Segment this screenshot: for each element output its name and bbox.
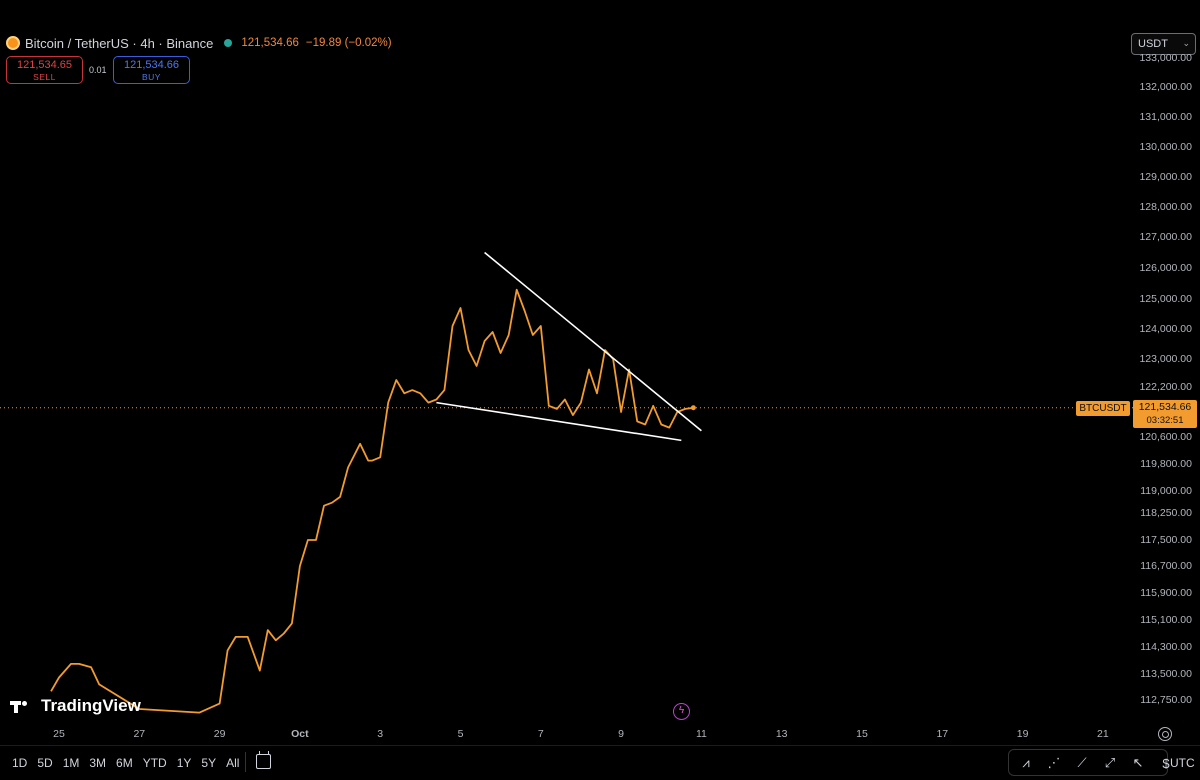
price-tick-label: 120,600.00 [1139, 431, 1192, 443]
fib-tool-icon[interactable]: ⋰ [1047, 755, 1061, 770]
lower-trendline[interactable] [436, 401, 682, 442]
market-open-icon [224, 39, 233, 47]
price-tick-label: 112,750.00 [1140, 694, 1192, 706]
time-tick-label: 29 [213, 728, 226, 740]
range-button-ytd[interactable]: YTD [142, 756, 167, 770]
gear-icon[interactable] [1158, 727, 1172, 741]
toolbar-divider [245, 752, 246, 772]
current-price-value: 121,534.66 [1138, 401, 1192, 413]
price-tick-label: 125,000.00 [1139, 293, 1192, 305]
bitcoin-icon [6, 36, 20, 50]
time-tick-label: 7 [537, 728, 544, 740]
price-tick-label: 124,000.00 [1139, 323, 1192, 335]
price-range-tool-icon[interactable]: $ [1162, 755, 1170, 771]
drawing-tools: ⩘ ⋰ ⟋ ⤢ ↖ $ [1012, 750, 1180, 776]
bottom-toolbar: 1D 5D 1M 3M 6M YTD 1Y 5Y All ⩘ ⋰ ⟋ ⤢ ↖ $ UTC [0, 745, 1200, 780]
range-button-all[interactable]: All [226, 756, 240, 770]
price-tick-label: 122,200.00 [1139, 381, 1192, 393]
range-button-1d[interactable]: 1D [12, 756, 28, 770]
range-button-3m[interactable]: 3M [89, 756, 107, 770]
price-change: −19.89 (−0.02%) [305, 37, 392, 49]
time-tick-label: 19 [1016, 728, 1029, 740]
price-tick-label: 132,000.00 [1139, 81, 1192, 93]
time-tick-label: 3 [377, 728, 384, 740]
sell-button[interactable]: 121,534.65 SELL [6, 56, 83, 84]
price-tick-label: 131,000.00 [1139, 111, 1192, 123]
current-price-label: 121,534.66 03:32:51 [1133, 400, 1197, 428]
range-button-6m[interactable]: 6M [116, 756, 133, 770]
price-tick-label: 113,500.00 [1140, 668, 1192, 680]
price-tick-label: 128,000.00 [1139, 201, 1192, 213]
price-tick-label: 119,000.00 [1140, 485, 1192, 497]
tradingview-logo-icon [10, 699, 36, 713]
symbol-header: Bitcoin / TetherUS · 4h · Binance 121,53… [6, 34, 392, 52]
time-axis[interactable]: 25 27 29 Oct 3 5 7 9 11 13 15 17 19 21 [0, 726, 1133, 742]
time-tick-label: 27 [133, 728, 146, 740]
price-tick-label: 130,000.00 [1139, 141, 1192, 153]
cursor-tool-icon[interactable]: ↖ [1132, 755, 1144, 770]
upper-trendline[interactable] [484, 251, 702, 432]
time-tick-label: 9 [618, 728, 625, 740]
currency-select[interactable]: USDT ⌄ [1131, 33, 1196, 55]
time-tick-label: 15 [856, 728, 868, 740]
buy-price: 121,534.66 [123, 59, 180, 71]
ray-tool-icon[interactable]: ⤢ [1104, 755, 1116, 770]
currency-value: USDT [1138, 38, 1168, 50]
symbol-price-label: BTCUSDT [1076, 401, 1130, 416]
price-tick-label: 127,000.00 [1139, 231, 1192, 243]
sell-price: 121,534.65 [16, 59, 73, 71]
time-tick-label: 17 [936, 728, 949, 740]
price-chart[interactable] [0, 0, 1133, 726]
range-button-5y[interactable]: 5Y [201, 756, 217, 770]
time-tick-label: 11 [695, 728, 707, 740]
lightning-icon[interactable]: ϟ [673, 703, 690, 720]
time-tick-label: 13 [775, 728, 788, 740]
symbol-title[interactable]: Bitcoin / TetherUS · 4h · Binance [25, 35, 214, 51]
price-tick-label: 115,900.00 [1140, 587, 1192, 599]
tradingview-logo: TradingView [10, 696, 141, 716]
range-button-1y[interactable]: 1Y [176, 756, 192, 770]
price-tick-label: 119,800.00 [1140, 458, 1192, 470]
price-tick-label: 118,250.00 [1140, 507, 1192, 519]
calendar-goto-icon[interactable] [256, 751, 271, 769]
price-tick-label: 114,300.00 [1140, 641, 1192, 653]
spread-value: 0.01 [89, 65, 107, 75]
price-tick-label: 129,000.00 [1139, 171, 1192, 183]
range-button-5d[interactable]: 5D [37, 756, 53, 770]
buy-button[interactable]: 121,534.66 BUY [113, 56, 190, 84]
price-tick-label: 116,700.00 [1140, 560, 1192, 572]
logo-text: TradingView [41, 696, 141, 715]
drawing-tools-frame [1008, 749, 1168, 776]
chevron-down-icon: ⌄ [1182, 38, 1190, 48]
last-price-point [690, 405, 696, 411]
pattern-tool-icon[interactable]: ⩘ [1022, 755, 1030, 770]
timezone-button[interactable]: UTC [1170, 756, 1195, 770]
price-tick-label: 123,000.00 [1139, 353, 1192, 365]
price-series-line [50, 288, 694, 714]
sell-label: SELL [33, 72, 56, 82]
price-tick-label: 117,500.00 [1140, 534, 1192, 546]
time-tick-label: Oct [291, 728, 309, 740]
price-tick-label: 133,000.00 [1139, 52, 1192, 64]
buy-label: BUY [142, 72, 161, 82]
price-tick-label: 126,000.00 [1139, 262, 1192, 274]
range-button-1m[interactable]: 1M [62, 756, 80, 770]
trend-line-tool-icon[interactable]: ⟋ [1077, 755, 1087, 770]
time-tick-label: 21 [1097, 728, 1109, 740]
range-selector: 1D 5D 1M 3M 6M YTD 1Y 5Y All [12, 756, 249, 770]
last-price: 121,534.66 [241, 37, 299, 49]
bar-countdown: 03:32:51 [1146, 415, 1184, 426]
time-tick-label: 5 [457, 728, 464, 740]
price-axis[interactable]: 133,000.00 132,000.00 131,000.00 130,000.00… [1133, 50, 1200, 730]
price-tick-label: 115,100.00 [1140, 614, 1192, 626]
time-tick-label: 25 [53, 728, 65, 740]
